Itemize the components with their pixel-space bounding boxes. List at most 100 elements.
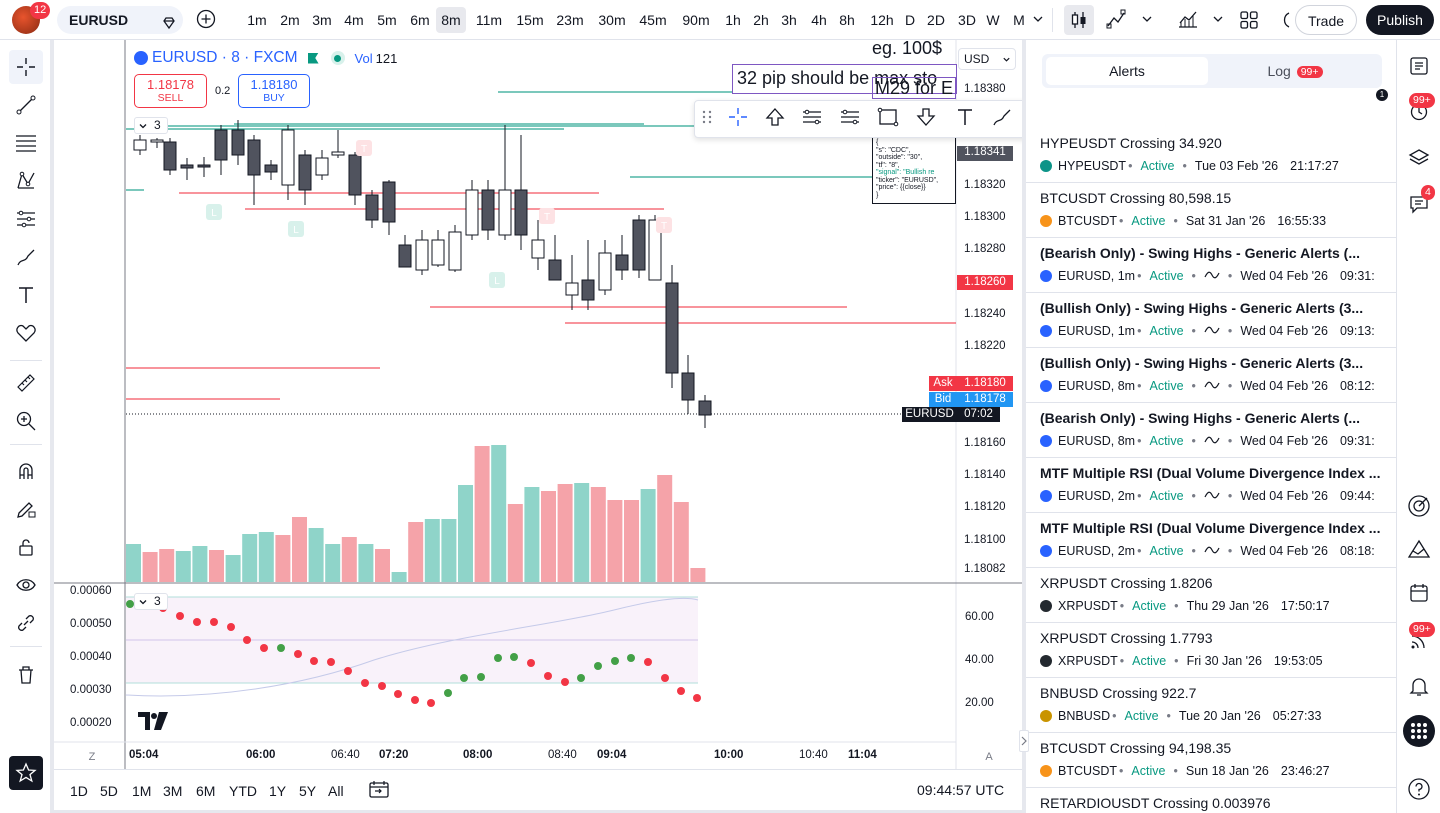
range-5Y[interactable]: 5Y <box>299 783 317 799</box>
pattern-icon[interactable] <box>9 164 43 198</box>
range-6M[interactable]: 6M <box>196 783 216 799</box>
alert-row[interactable]: MTF Multiple RSI (Dual Volume Divergence… <box>1026 458 1396 513</box>
alert-row[interactable]: BNBUSD Crossing 922.7 BNBUSD • Active • Tue 2… <box>1026 678 1396 733</box>
timeframe-1h[interactable]: 1h <box>725 12 741 28</box>
add-symbol-icon[interactable] <box>196 9 216 34</box>
timeframe-3h[interactable]: 3h <box>781 12 797 28</box>
timeframe-8h[interactable]: 8h <box>839 12 855 28</box>
range-1Y[interactable]: 1Y <box>269 783 287 799</box>
range-3M[interactable]: 3M <box>163 783 183 799</box>
note-top[interactable]: eg. 100$ <box>872 38 943 58</box>
timeframe-4h[interactable]: 4h <box>811 12 827 28</box>
symbol-line[interactable]: EURUSD · 8 · FXCM <box>152 49 298 66</box>
crosshair-icon[interactable] <box>9 50 43 84</box>
channel-icon[interactable] <box>801 106 823 128</box>
osc-collapse[interactable]: 3 <box>134 593 168 610</box>
timeframe-8m[interactable]: 8m <box>436 7 466 33</box>
trend-line-icon[interactable] <box>9 88 43 122</box>
timeframe-5m[interactable]: 5m <box>377 12 397 28</box>
buy-button[interactable]: 1.18180 BUY <box>238 74 310 108</box>
projection-icon[interactable] <box>9 202 43 236</box>
alert-row[interactable]: BTCUSDT Crossing 80,598.15 BTCUSDT • Active… <box>1026 183 1396 238</box>
apps-grid-icon[interactable] <box>1403 715 1435 747</box>
brush-icon[interactable] <box>9 240 43 274</box>
ideas-icon[interactable] <box>1406 536 1432 562</box>
timeframe-11m[interactable]: 11m <box>475 12 503 28</box>
price-chart[interactable]: L L L T T T <box>54 40 1022 810</box>
timeframe-2m[interactable]: 2m <box>280 12 300 28</box>
timeframe-D[interactable]: D <box>904 12 916 28</box>
chart-area[interactable]: L L L T T T EURUSD · 8 · FXCM Vol 121 1.18178… <box>54 38 1401 810</box>
watchlist-icon[interactable] <box>1406 53 1432 79</box>
timeframe-90m[interactable]: 90m <box>682 12 710 28</box>
symbol-search[interactable]: EURUSD <box>57 6 183 34</box>
timeframe-45m[interactable]: 45m <box>639 12 667 28</box>
undo-icon[interactable] <box>1281 10 1291 35</box>
time-axis-z-button[interactable]: Z <box>88 751 96 763</box>
alert-row[interactable]: (Bearish Only) - Swing Highs - Generic A… <box>1026 403 1396 458</box>
date-range-icon[interactable] <box>368 780 390 805</box>
alert-row[interactable]: BTCUSDT Crossing 94,198.35 BTCUSDT • Active… <box>1026 733 1396 788</box>
alert-row[interactable]: RETARDIOUSDT Crossing 0.003976 <box>1026 788 1396 813</box>
trade-button[interactable]: Trade <box>1295 5 1357 35</box>
range-All[interactable]: All <box>328 783 344 799</box>
timeframe-2h[interactable]: 2h <box>753 12 769 28</box>
timeframe-4m[interactable]: 4m <box>344 12 364 28</box>
heart-icon[interactable] <box>9 316 43 350</box>
alert-row[interactable]: (Bullish Only) - Swing Highs - Generic A… <box>1026 348 1396 403</box>
time-axis-a-button[interactable]: A <box>985 751 993 763</box>
timeframe-12h[interactable]: 12h <box>870 12 894 28</box>
arrow-down-icon[interactable] <box>915 106 937 128</box>
tab-alerts[interactable]: Alerts <box>1046 57 1208 85</box>
utc-clock[interactable]: 09:44:57 UTC <box>917 782 1005 798</box>
timeframe-3m[interactable]: 3m <box>312 12 332 28</box>
target-icon[interactable] <box>1406 493 1432 519</box>
pencil-lock-icon[interactable] <box>9 492 43 526</box>
alert-row[interactable]: HYPEUSDT Crossing 34.920 HYPEUSDT • Active •… <box>1026 128 1396 183</box>
alert-row[interactable]: XRPUSDT Crossing 1.7793 XRPUSDT • Active • Fr… <box>1026 623 1396 678</box>
note-m[interactable]: M29 for E <box>872 77 956 99</box>
panel-collapse-handle[interactable] <box>1019 730 1029 752</box>
chevron-down-icon[interactable] <box>1140 12 1154 31</box>
timeframe-dropdown-icon[interactable] <box>1031 12 1045 31</box>
timeframe-2D[interactable]: 2D <box>927 12 945 28</box>
rectangle-icon[interactable] <box>877 106 899 128</box>
lock-icon[interactable] <box>9 530 43 564</box>
candles-icon[interactable] <box>1064 5 1094 35</box>
tradingview-logo[interactable] <box>138 711 168 735</box>
timeframe-6m[interactable]: 6m <box>410 12 430 28</box>
range-1D[interactable]: 1D <box>70 783 88 799</box>
ruler-icon[interactable] <box>9 366 43 400</box>
range-1M[interactable]: 1M <box>132 783 152 799</box>
timeframe-M[interactable]: M <box>1013 12 1025 28</box>
indicators-icon[interactable] <box>1106 9 1126 34</box>
trash-icon[interactable] <box>9 658 43 692</box>
timeframe-3D[interactable]: 3D <box>958 12 976 28</box>
calendar-icon[interactable] <box>1406 580 1432 606</box>
indicators-collapse[interactable]: 3 <box>134 117 168 134</box>
json-note[interactable]: {"s": "CDC", "outside": "30", "tf": "8", "s… <box>872 136 956 204</box>
sell-button[interactable]: 1.18178 SELL <box>134 74 207 108</box>
crosshair-icon[interactable] <box>727 106 749 128</box>
brush-icon[interactable] <box>991 106 1013 128</box>
text-icon[interactable] <box>9 278 43 312</box>
currency-select[interactable]: USD <box>958 48 1016 70</box>
chevron-down-icon[interactable] <box>1211 12 1225 31</box>
alert-row[interactable]: (Bearish Only) - Swing Highs - Generic A… <box>1026 238 1396 293</box>
range-5D[interactable]: 5D <box>100 783 118 799</box>
arrow-up-icon[interactable] <box>764 106 786 128</box>
drag-handle-icon[interactable] <box>696 106 718 128</box>
zoom-in-icon[interactable] <box>9 404 43 438</box>
timeframe-W[interactable]: W <box>986 12 1000 28</box>
alert-row[interactable]: (Bullish Only) - Swing Highs - Generic A… <box>1026 293 1396 348</box>
help-icon[interactable] <box>1406 776 1432 802</box>
bell-icon[interactable] <box>1406 673 1432 699</box>
chart-type-icon[interactable] <box>1177 9 1199 34</box>
layout-grid-icon[interactable] <box>1239 10 1259 35</box>
note-pip[interactable]: 32 pip should be max sto <box>732 64 957 94</box>
layers-icon[interactable] <box>1406 145 1432 171</box>
magnet-icon[interactable] <box>9 454 43 488</box>
alert-row[interactable]: MTF Multiple RSI (Dual Volume Divergence… <box>1026 513 1396 568</box>
range-YTD[interactable]: YTD <box>229 783 257 799</box>
eye-icon[interactable] <box>9 568 43 602</box>
